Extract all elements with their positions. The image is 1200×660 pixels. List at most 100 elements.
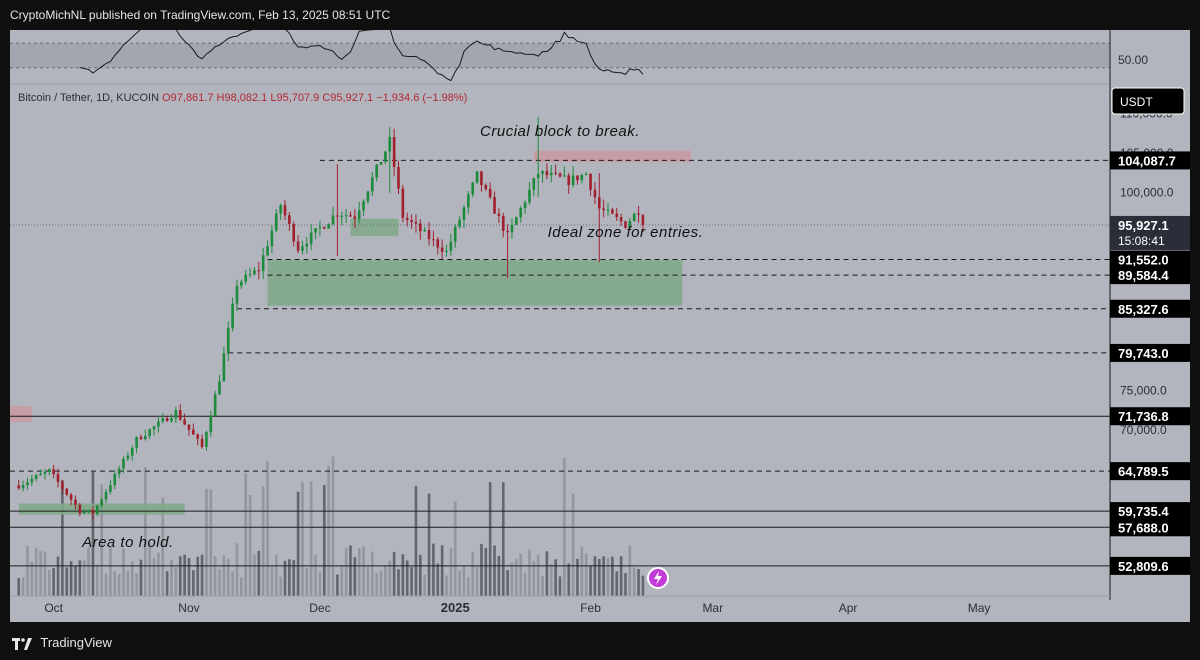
green-zone[interactable]	[18, 503, 185, 515]
volume-bar	[135, 573, 138, 596]
level-price-text: 64,789.5	[1118, 464, 1169, 479]
candle	[571, 166, 575, 188]
volume-bar	[419, 554, 422, 596]
level-price-label: 104,087.7	[1110, 151, 1190, 170]
candle	[493, 191, 496, 214]
candle	[606, 202, 610, 216]
candle	[576, 175, 579, 185]
volume-bar	[69, 561, 73, 596]
volume-bar	[362, 546, 365, 596]
volume-bar	[100, 484, 103, 596]
volume-bar	[174, 567, 178, 596]
volume-bar	[340, 564, 344, 596]
chart-panel[interactable]: Crucial block to break. Ideal zone for en…	[10, 30, 1190, 622]
candle	[484, 183, 488, 191]
symbol-info: Bitcoin / Tether, 1D, KUCOIN O97,861.7 H…	[18, 92, 467, 104]
candle	[187, 424, 191, 436]
unit-badge[interactable]: USDT	[1111, 87, 1185, 115]
volume-bar	[231, 571, 234, 596]
candle	[17, 479, 21, 491]
volume-bar	[56, 556, 60, 596]
zones	[10, 150, 691, 515]
time-tick-label: Mar	[702, 601, 723, 615]
volume-bar	[17, 577, 21, 596]
candle	[21, 480, 25, 492]
volume-bar	[336, 574, 339, 596]
volume-bar	[392, 551, 396, 596]
candle	[453, 224, 457, 248]
candle	[126, 452, 130, 461]
candle	[100, 497, 103, 508]
candle	[95, 504, 99, 517]
green-zone[interactable]	[350, 218, 399, 237]
volume-bar	[528, 549, 531, 596]
candle	[475, 171, 479, 184]
candle	[161, 413, 165, 424]
volume-bar	[384, 565, 387, 596]
candle	[130, 445, 134, 461]
volume-bar	[532, 561, 536, 596]
time-tick-label: Apr	[839, 601, 858, 615]
candle	[462, 205, 466, 229]
volume-bar	[187, 557, 191, 596]
candle	[192, 423, 195, 435]
candle	[558, 172, 562, 178]
candle	[200, 434, 204, 449]
level-price-label: 71,736.8	[1110, 407, 1190, 426]
level-price-text: 85,327.6	[1118, 302, 1169, 317]
volume-bar	[611, 556, 614, 596]
level-price-text: 71,736.8	[1118, 409, 1169, 424]
volume-bar	[161, 497, 165, 596]
candle	[205, 430, 208, 451]
volume-bar	[484, 547, 488, 596]
volume-bar	[309, 481, 313, 596]
candle	[519, 205, 523, 223]
candle	[52, 464, 55, 479]
current-price-text: 95,927.1	[1118, 218, 1169, 233]
candle	[91, 506, 95, 520]
volume-bar	[370, 551, 374, 596]
volume-bar	[52, 567, 55, 596]
volume-bar	[296, 491, 300, 596]
candle	[340, 211, 344, 226]
annotation-text[interactable]: Ideal zone for entries.	[548, 224, 704, 241]
volume-bar	[126, 570, 130, 596]
lightning-icon[interactable]	[647, 567, 669, 589]
candle	[135, 436, 138, 454]
annotation-text[interactable]: Area to hold.	[81, 534, 174, 551]
volume-bar	[253, 554, 256, 596]
oscillator-value-label: 50.00	[1118, 53, 1148, 67]
volume-bar	[240, 577, 243, 596]
candle	[336, 164, 339, 256]
candle	[253, 266, 256, 276]
volume-bar	[488, 482, 492, 596]
volume-bar	[34, 548, 38, 596]
level-price-label: 91,552.0	[1110, 250, 1190, 269]
candle	[322, 226, 326, 230]
annotations: Crucial block to break. Ideal zone for en…	[81, 123, 703, 551]
volume-bar	[91, 471, 95, 596]
time-tick-label: Feb	[580, 601, 601, 615]
candle	[563, 166, 566, 178]
volume-bar	[222, 555, 226, 596]
volume-bar	[549, 564, 553, 596]
candle	[74, 495, 77, 510]
volume-bar	[580, 546, 584, 596]
candle	[152, 425, 156, 436]
red-zone[interactable]	[533, 150, 691, 162]
oscillator-pane	[10, 30, 1110, 82]
volume-bar	[480, 543, 483, 596]
red-zone[interactable]	[10, 406, 32, 423]
candle	[362, 199, 365, 216]
candle	[353, 209, 357, 228]
price-chart[interactable]: Crucial block to break. Ideal zone for en…	[10, 30, 1190, 622]
annotation-text[interactable]: Crucial block to break.	[480, 123, 640, 140]
volume-bar	[139, 559, 143, 596]
volume-bar	[213, 556, 217, 596]
candle	[344, 208, 348, 224]
candle	[279, 203, 282, 220]
green-zone[interactable]	[267, 259, 683, 306]
volume-bar	[637, 569, 640, 596]
level-price-text: 52,809.6	[1118, 559, 1169, 574]
candle	[274, 209, 278, 233]
